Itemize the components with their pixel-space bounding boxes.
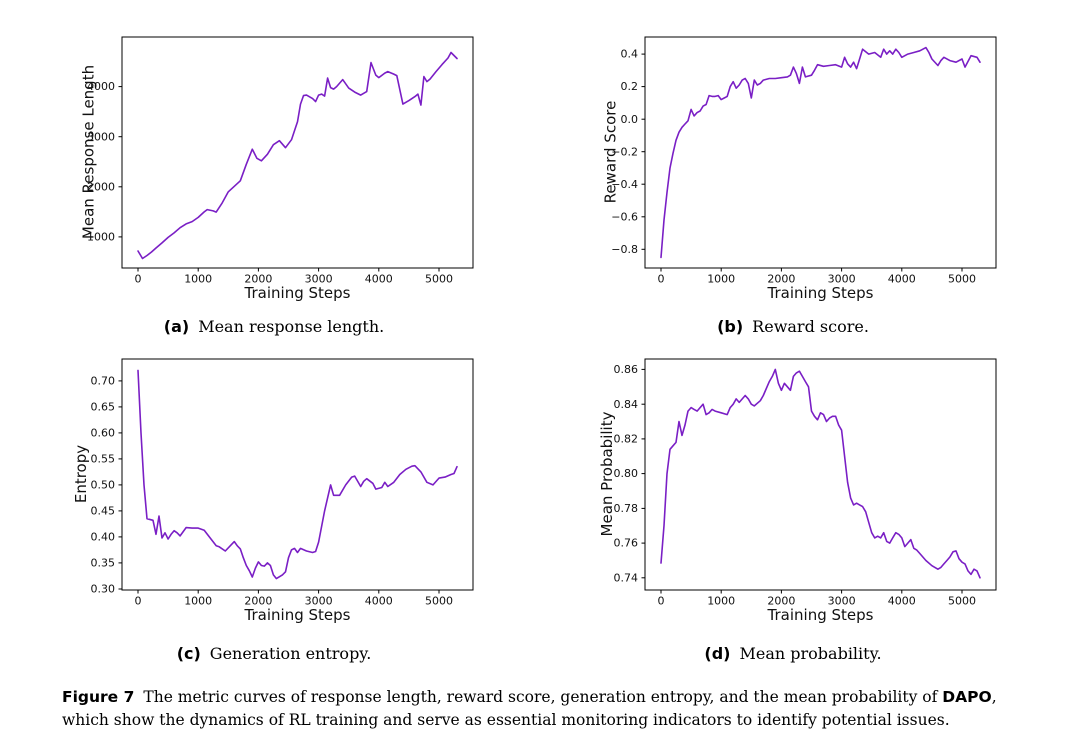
svg-text:3000: 3000: [828, 273, 856, 286]
svg-text:5000: 5000: [425, 273, 453, 286]
svg-text:2000: 2000: [767, 595, 795, 608]
svg-text:4000: 4000: [888, 273, 916, 286]
svg-text:0: 0: [135, 273, 142, 286]
svg-text:0.65: 0.65: [91, 401, 116, 414]
figure-caption-label: Figure 7: [62, 688, 135, 706]
chart-d-caption: (d) Mean probability.: [583, 644, 1003, 663]
svg-text:0.80: 0.80: [614, 467, 639, 480]
svg-text:3000: 3000: [305, 273, 333, 286]
figure-caption-text-1: The metric curves of response length, re…: [143, 688, 943, 706]
svg-text:4000: 4000: [888, 595, 916, 608]
chart-c-plot: 0 1000 2000 3000 4000 5000 0.70 0.65 0.60 0.55 0.5…: [91, 358, 474, 608]
svg-text:0.40: 0.40: [91, 531, 116, 544]
svg-text:2000: 2000: [87, 180, 115, 193]
svg-text:1000: 1000: [707, 273, 735, 286]
svg-text:1000: 1000: [87, 231, 115, 244]
chart-b-caption-text: Reward score.: [752, 317, 869, 336]
svg-text:0.60: 0.60: [91, 427, 116, 440]
svg-text:0.82: 0.82: [614, 433, 639, 446]
svg-text:1000: 1000: [184, 273, 212, 286]
svg-text:0.2: 0.2: [621, 80, 639, 93]
svg-text:3000: 3000: [828, 595, 856, 608]
svg-text:2000: 2000: [767, 273, 795, 286]
chart-a-xlabel: Training Steps: [244, 284, 351, 302]
chart-c-caption-text: Generation entropy.: [209, 644, 372, 663]
svg-text:5000: 5000: [948, 273, 976, 286]
chart-d-plot: 0 1000 2000 3000 4000 5000 0.86 0.84 0.82 0.80 0.7…: [614, 358, 997, 608]
chart-c-caption-tag: (c): [176, 644, 201, 663]
svg-text:0: 0: [658, 273, 665, 286]
svg-text:−0.6: −0.6: [611, 210, 638, 223]
chart-b-caption: (b) Reward score.: [583, 317, 1003, 336]
chart-d-caption-text: Mean probability.: [739, 644, 882, 663]
svg-text:0.50: 0.50: [91, 479, 116, 492]
svg-text:0.45: 0.45: [91, 505, 116, 518]
figure-caption-bold-term: DAPO: [942, 688, 992, 706]
svg-text:0.0: 0.0: [621, 113, 639, 126]
chart-c-xlabel: Training Steps: [244, 606, 351, 624]
svg-text:0.78: 0.78: [614, 502, 639, 515]
svg-text:0.86: 0.86: [614, 363, 639, 376]
chart-a-caption-text: Mean response length.: [198, 317, 385, 336]
svg-text:4000: 4000: [87, 80, 115, 93]
svg-text:1000: 1000: [184, 595, 212, 608]
svg-text:3000: 3000: [305, 595, 333, 608]
chart-a-plot: 0 1000 2000 3000 4000 5000 1000 2000 3000 4000: [87, 36, 474, 286]
svg-text:0: 0: [135, 595, 142, 608]
svg-text:0.55: 0.55: [91, 453, 116, 466]
chart-c-caption: (c) Generation entropy.: [64, 644, 484, 663]
svg-text:5000: 5000: [425, 595, 453, 608]
svg-text:2000: 2000: [244, 273, 272, 286]
svg-text:−0.4: −0.4: [611, 178, 638, 191]
svg-text:0.4: 0.4: [621, 48, 639, 61]
svg-text:−0.8: −0.8: [611, 243, 638, 256]
svg-text:3000: 3000: [87, 130, 115, 143]
svg-text:0.76: 0.76: [614, 537, 639, 550]
svg-text:0: 0: [658, 595, 665, 608]
svg-text:2000: 2000: [244, 595, 272, 608]
chart-b-caption-tag: (b): [717, 317, 744, 336]
svg-text:1000: 1000: [707, 595, 735, 608]
chart-d-caption-tag: (d): [704, 644, 731, 663]
svg-text:−0.2: −0.2: [611, 145, 638, 158]
chart-b-xlabel: Training Steps: [767, 284, 874, 302]
chart-a-caption-tag: (a): [163, 317, 190, 336]
svg-text:0.74: 0.74: [614, 571, 639, 584]
svg-text:0.70: 0.70: [91, 375, 116, 388]
figure-caption: Figure 7 The metric curves of response le…: [62, 686, 1016, 731]
figure-caption-text-2: , which show the dynamics of RL training…: [62, 688, 997, 729]
svg-text:0.84: 0.84: [614, 398, 639, 411]
chart-b-plot: 0 1000 2000 3000 4000 5000 0.4 0.2 0.0 −0.2 −0.4 −0…: [611, 36, 997, 286]
chart-a-caption: (a) Mean response length.: [64, 317, 484, 336]
svg-text:4000: 4000: [365, 595, 393, 608]
chart-d-xlabel: Training Steps: [767, 606, 874, 624]
svg-text:0.30: 0.30: [91, 583, 116, 596]
svg-text:4000: 4000: [365, 273, 393, 286]
svg-text:0.35: 0.35: [91, 557, 116, 570]
svg-text:5000: 5000: [948, 595, 976, 608]
